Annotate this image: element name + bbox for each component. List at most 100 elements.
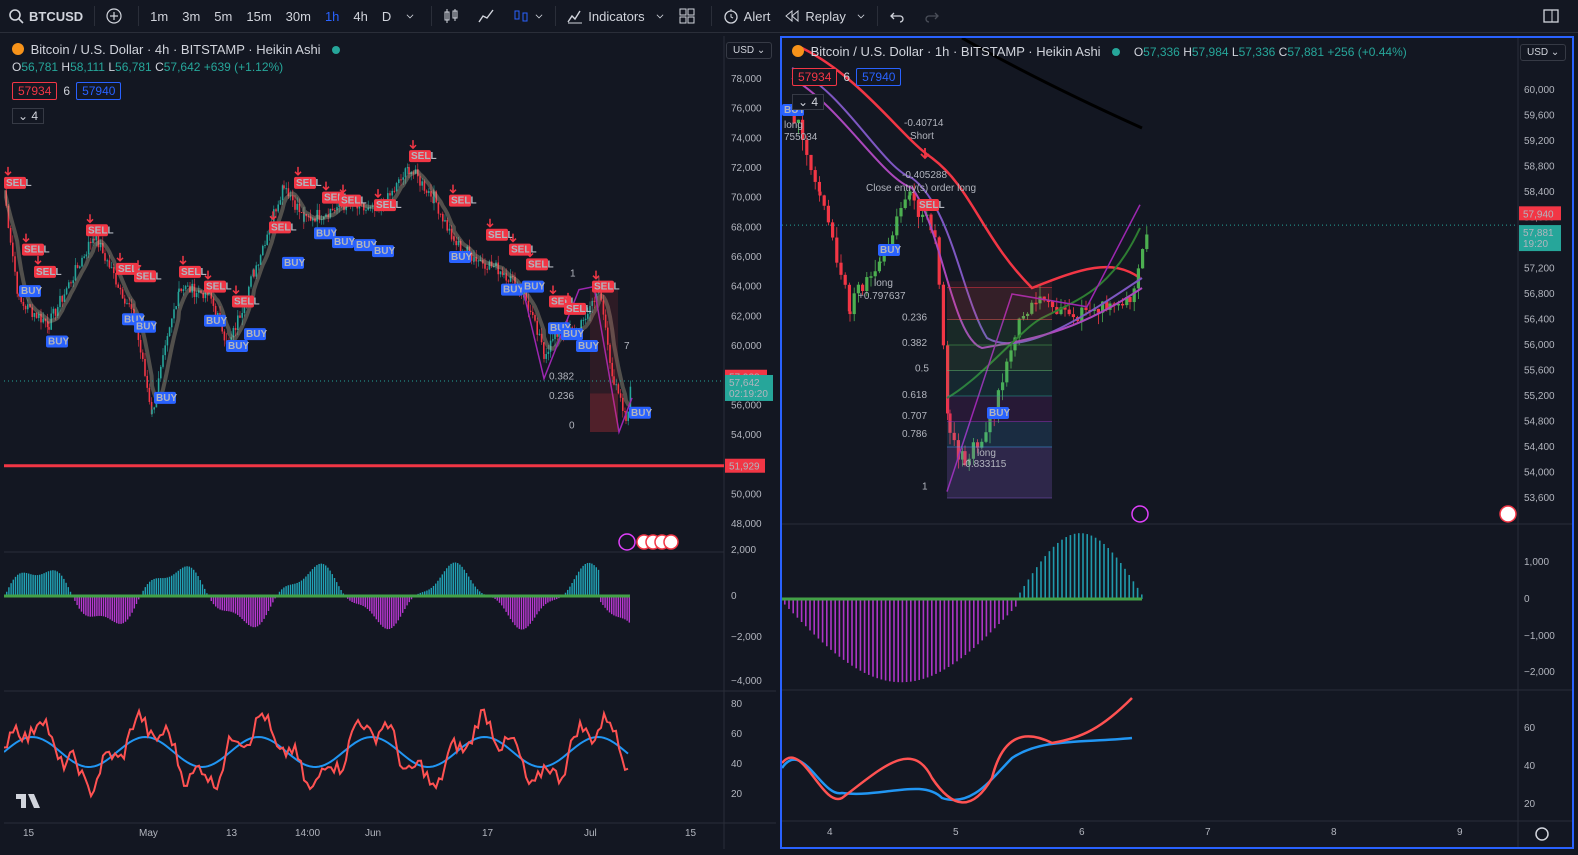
sell-signal-badge[interactable]: [86, 224, 108, 237]
buy-price-button[interactable]: 57940: [76, 82, 122, 100]
buy-signal-badge[interactable]: [372, 245, 394, 258]
collapse-indicators-button[interactable]: ⌄ 4: [12, 108, 45, 124]
alert-button[interactable]: Alert: [716, 0, 778, 33]
lightning-icon[interactable]: [618, 533, 636, 551]
buy-signal-badge[interactable]: [878, 244, 900, 256]
candle-body: [490, 261, 493, 267]
heikin-ashi-button[interactable]: [506, 0, 551, 33]
sell-signal-label: SELL: [136, 271, 162, 282]
replay-button[interactable]: Replay: [777, 0, 872, 33]
interval-3m[interactable]: 3m: [182, 8, 201, 24]
gear-icon[interactable]: [1535, 827, 1549, 841]
sell-signal-label: SELL: [919, 200, 945, 211]
indicators-button[interactable]: Indicators: [560, 0, 671, 33]
sell-signal-badge[interactable]: [134, 270, 156, 283]
chart-panel-4h[interactable]: 78,000 76,000 74,000 72,000 70,000 68,000 66,0…: [4, 36, 776, 849]
buy-signal-badge[interactable]: [134, 320, 156, 333]
sell-signal-badge[interactable]: [564, 302, 586, 315]
candle-body: [50, 313, 52, 330]
chart-canvas-4h[interactable]: 78,00076,00074,00072,00070,00068,00066,0…: [4, 36, 776, 849]
sell-signal-badge[interactable]: [22, 243, 44, 256]
buy-price-button[interactable]: 57940: [856, 68, 902, 86]
price-tick: 55,200: [1524, 391, 1555, 402]
buy-signal-badge[interactable]: [19, 285, 41, 298]
interval-15m[interactable]: 15m: [246, 8, 272, 24]
currency-button[interactable]: USD ⌄: [1520, 44, 1567, 61]
undo-button[interactable]: [882, 0, 917, 33]
candle-body: [40, 313, 42, 323]
buy-signal-badge[interactable]: [154, 391, 176, 404]
lightning-icon[interactable]: [1131, 505, 1149, 523]
bar-style-button[interactable]: [436, 0, 471, 33]
us-flag-icon[interactable]: [1499, 505, 1517, 523]
sell-signal-badge[interactable]: [294, 176, 316, 189]
sell-signal-badge[interactable]: [179, 265, 201, 278]
trade-value-label: 755034: [784, 132, 818, 143]
interval-1h[interactable]: 1h: [324, 8, 340, 24]
histogram-bar: [584, 564, 586, 596]
layouts-button[interactable]: [672, 0, 707, 33]
collapse-indicators-button[interactable]: ⌄ 4: [792, 94, 825, 110]
buy-signal-badge[interactable]: [501, 283, 523, 296]
buy-signal-badge[interactable]: [332, 236, 354, 249]
fullscreen-button[interactable]: [1536, 0, 1578, 33]
interval-D[interactable]: D: [381, 8, 392, 24]
buy-signal-badge[interactable]: [449, 251, 471, 263]
sell-price-button[interactable]: 57934: [792, 68, 838, 86]
sell-signal-badge[interactable]: [486, 228, 508, 241]
sell-signal-badge[interactable]: [509, 243, 531, 256]
sell-price-button[interactable]: 57934: [12, 82, 58, 100]
chart-panel-1h[interactable]: 60,00059,60059,20058,80058,40058,00057,6…: [780, 36, 1574, 849]
sell-signal-badge[interactable]: [116, 262, 138, 275]
arrow-down-icon: [409, 140, 417, 150]
us-flag-icon[interactable]: [663, 534, 679, 550]
sell-signal-badge[interactable]: [322, 191, 344, 204]
redo-button[interactable]: [917, 0, 952, 33]
buy-signal-badge[interactable]: [629, 406, 651, 419]
candle-body: [847, 284, 851, 312]
buy-signal-badge[interactable]: [354, 239, 376, 252]
histogram-bar: [278, 591, 281, 596]
sell-signal-badge[interactable]: [374, 199, 396, 212]
level-price-tag: [725, 458, 765, 473]
histogram-bar: [133, 596, 135, 609]
line-style-button[interactable]: [471, 0, 506, 33]
currency-button[interactable]: USD ⌄: [726, 42, 773, 59]
sell-signal-badge[interactable]: [269, 221, 291, 234]
sell-signal-badge[interactable]: [232, 295, 254, 308]
ohlc-values: O57,336 H57,984 L57,336 C57,881 +256 (+0…: [1134, 45, 1407, 59]
interval-4h[interactable]: 4h: [353, 8, 368, 24]
buy-signal-badge[interactable]: [522, 280, 544, 293]
sell-signal-badge[interactable]: [204, 280, 226, 293]
compare-symbol-button[interactable]: [99, 0, 134, 33]
sell-signal-badge[interactable]: [592, 280, 614, 293]
interval-dropdown-button[interactable]: [398, 0, 427, 33]
buy-signal-badge[interactable]: [282, 256, 304, 269]
sell-signal-badge[interactable]: [409, 150, 431, 163]
sell-signal-badge[interactable]: [449, 194, 471, 207]
alarm-clock-icon: [724, 9, 738, 24]
histogram-bar: [309, 571, 311, 596]
buy-signal-badge[interactable]: [244, 328, 266, 341]
buy-signal-badge[interactable]: [204, 314, 226, 327]
buy-signal-badge[interactable]: [314, 227, 336, 240]
histogram-bar: [402, 596, 404, 613]
interval-5m[interactable]: 5m: [214, 8, 233, 24]
sell-signal-badge[interactable]: [4, 176, 26, 189]
sell-signal-badge[interactable]: [339, 194, 361, 207]
buy-signal-label: BUY: [880, 245, 901, 256]
buy-signal-badge[interactable]: [987, 407, 1009, 419]
sell-signal-badge[interactable]: [526, 258, 548, 271]
sell-signal-badge[interactable]: [34, 265, 56, 278]
buy-signal-badge[interactable]: [46, 335, 68, 348]
candle-body: [248, 286, 250, 301]
buy-signal-badge[interactable]: [576, 340, 598, 352]
chart-canvas-1h[interactable]: 60,00059,60059,20058,80058,40058,00057,6…: [782, 38, 1572, 847]
candle-body: [792, 110, 796, 123]
symbol-search-button[interactable]: BTCUSD: [0, 0, 90, 33]
interval-1m[interactable]: 1m: [150, 8, 169, 24]
buy-signal-badge[interactable]: [561, 328, 583, 341]
buy-signal-badge[interactable]: [226, 340, 248, 352]
sell-signal-badge[interactable]: [917, 199, 939, 211]
interval-30m[interactable]: 30m: [285, 8, 311, 24]
